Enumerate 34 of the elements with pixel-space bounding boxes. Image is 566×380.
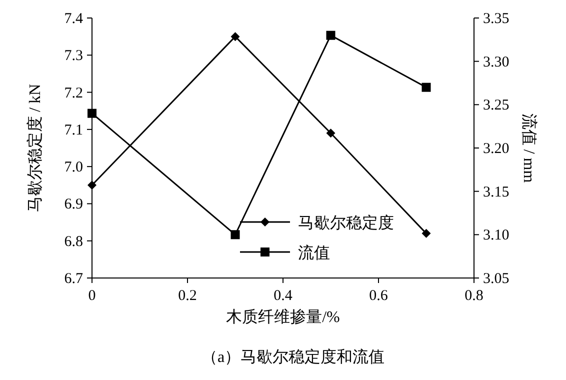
x-tick-label: 0 bbox=[88, 288, 96, 304]
y2-tick-label: 3.20 bbox=[483, 141, 510, 157]
y-tick-label: 7.0 bbox=[64, 160, 83, 176]
point bbox=[326, 30, 336, 40]
y-tick-label: 6.8 bbox=[64, 234, 83, 250]
y2-tick-label: 3.30 bbox=[483, 54, 510, 70]
y-tick-label: 7.4 bbox=[64, 11, 84, 27]
legend-label: 流值 bbox=[298, 244, 330, 262]
point bbox=[230, 32, 240, 42]
y-tick-label: 7.1 bbox=[64, 122, 83, 138]
x-axis-title: 木质纤维掺量/% bbox=[226, 308, 340, 326]
x-tick-label: 0.6 bbox=[369, 288, 388, 304]
y2-axis-title: 流值 / mm bbox=[520, 113, 538, 184]
y-axis-title: 马歇尔稳定度 / kN bbox=[26, 84, 44, 212]
point bbox=[422, 228, 431, 238]
point bbox=[88, 180, 96, 190]
point bbox=[422, 82, 431, 92]
y2-tick-label: 3.10 bbox=[483, 228, 510, 244]
point bbox=[326, 128, 336, 138]
y-tick-label: 6.9 bbox=[64, 196, 83, 213]
x-tick-label: 0.4 bbox=[274, 288, 293, 304]
y2-tick-label: 3.25 bbox=[483, 98, 510, 114]
y-tick-label: 7.2 bbox=[64, 85, 83, 102]
point bbox=[230, 230, 240, 240]
x-tick-label: 0.8 bbox=[464, 288, 484, 304]
y-tick-label: 6.7 bbox=[64, 271, 84, 287]
x-tick-label: 0.2 bbox=[178, 288, 197, 304]
y2-tick-label: 3.35 bbox=[483, 11, 510, 27]
text: （a）马歇尔稳定度和流值 bbox=[201, 348, 385, 366]
y-tick-label: 7.3 bbox=[64, 48, 83, 64]
y2-tick-label: 3.05 bbox=[483, 271, 510, 287]
point bbox=[88, 108, 96, 118]
legend-label: 马歇尔稳定度 bbox=[298, 214, 394, 232]
y2-tick-label: 3.15 bbox=[483, 184, 510, 200]
